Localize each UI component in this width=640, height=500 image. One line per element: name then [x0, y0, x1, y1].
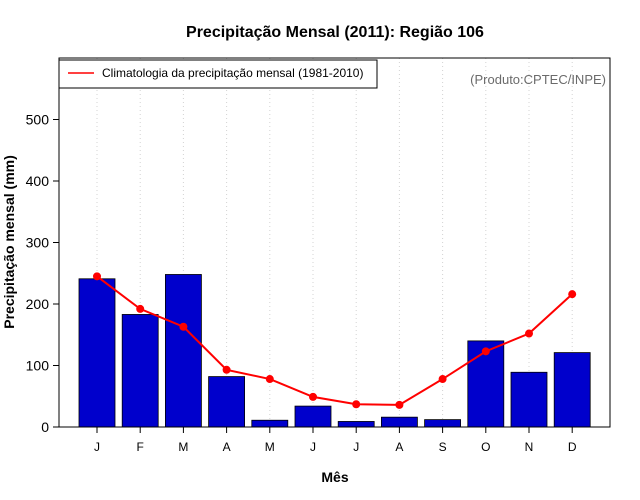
bar-j-5	[294, 405, 332, 428]
bar-n-10	[510, 371, 548, 428]
y-axis: 0 100 200 300 400 500	[26, 112, 59, 435]
bar-m-4	[251, 419, 289, 428]
bar-m-2	[164, 274, 202, 428]
climatology-polyline	[96, 275, 573, 406]
x-tick-label: D	[568, 440, 577, 454]
bar-s-8	[424, 419, 462, 428]
x-tick-label: M	[178, 440, 188, 454]
climatology-point-8	[438, 375, 447, 384]
x-tick-label: J	[310, 440, 316, 454]
bar-a-3	[208, 376, 246, 428]
climatology-point-9	[481, 347, 490, 356]
y-tick-label: 0	[41, 419, 49, 435]
x-tick-label: J	[94, 440, 100, 454]
x-tick-label: S	[439, 440, 447, 454]
x-tick-label: M	[265, 440, 275, 454]
bars	[78, 274, 591, 428]
y-tick-label: 500	[26, 112, 50, 128]
climatology-point-0	[93, 272, 101, 281]
legend-box	[58, 59, 378, 89]
bar-j-6	[337, 421, 375, 428]
y-tick-label: 100	[26, 358, 50, 374]
x-tick-label: O	[481, 440, 490, 454]
legend: Climatologia da precipitação mensal (198…	[58, 59, 378, 89]
bar-j-0	[78, 278, 116, 428]
x-tick-label: F	[137, 440, 144, 454]
bar-d-11	[553, 352, 591, 428]
climatology-point-5	[309, 392, 317, 401]
climatology-point-10	[525, 329, 533, 338]
climatology-point-3	[222, 365, 231, 374]
climatology-point-11	[568, 290, 577, 299]
x-tick-label: N	[525, 440, 534, 454]
bar-a-7	[380, 416, 418, 428]
grid-lines	[96, 58, 573, 427]
climatology-point-7	[395, 400, 404, 409]
climatology-point-1	[136, 304, 145, 313]
climatology-point-6	[352, 400, 361, 409]
bar-f-1	[121, 314, 159, 428]
x-tick-label: A	[395, 440, 403, 454]
y-tick-label: 400	[26, 173, 50, 189]
source-note: (Produto:CPTEC/INPE)	[470, 72, 606, 87]
y-axis-label: Precipitação mensal (mm)	[1, 155, 17, 329]
chart-title: Precipitação Mensal (2011): Região 106	[186, 24, 484, 41]
climatology-point-2	[179, 322, 188, 331]
x-tick-label: J	[353, 440, 359, 454]
y-tick-label: 200	[26, 296, 50, 312]
climatology-point-4	[265, 375, 274, 384]
climatology-line	[93, 272, 577, 409]
x-tick-label: A	[223, 440, 231, 454]
x-axis-label: Mês	[321, 469, 348, 485]
legend-label: Climatologia da precipitação mensal (198…	[102, 66, 363, 80]
y-tick-label: 300	[26, 235, 50, 251]
